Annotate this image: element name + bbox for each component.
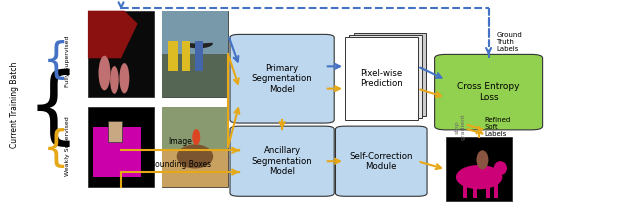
FancyBboxPatch shape	[335, 126, 427, 196]
Bar	[168, 41, 179, 71]
Ellipse shape	[493, 161, 507, 175]
Bar	[182, 41, 189, 71]
Text: Ancillary
Segmentation
Model: Ancillary Segmentation Model	[252, 146, 312, 176]
Bar	[93, 127, 141, 177]
Polygon shape	[88, 11, 138, 58]
Text: Cross Entropy
Loss: Cross Entropy Loss	[458, 82, 520, 102]
Text: {: {	[43, 128, 70, 170]
Ellipse shape	[110, 66, 119, 94]
Bar	[486, 180, 490, 198]
Bar	[195, 41, 203, 71]
FancyBboxPatch shape	[446, 138, 512, 201]
Text: {: {	[43, 40, 70, 82]
Text: Primary
Segmentation
Model: Primary Segmentation Model	[252, 64, 312, 94]
Wedge shape	[184, 43, 213, 48]
Bar	[162, 107, 228, 151]
Text: Image: Image	[168, 137, 192, 146]
FancyBboxPatch shape	[88, 107, 154, 187]
FancyBboxPatch shape	[349, 35, 422, 118]
Text: Refined
Soft
Labels: Refined Soft Labels	[484, 117, 511, 137]
Text: Self-Correction
Module: Self-Correction Module	[349, 152, 413, 171]
Ellipse shape	[192, 129, 200, 145]
FancyBboxPatch shape	[345, 37, 417, 120]
FancyBboxPatch shape	[162, 107, 228, 187]
Bar	[463, 180, 467, 198]
Text: Pixel-wise
Prediction: Pixel-wise Prediction	[360, 69, 403, 88]
Text: stop
gradient: stop gradient	[454, 114, 465, 140]
FancyBboxPatch shape	[354, 33, 426, 116]
Ellipse shape	[120, 63, 129, 93]
Bar	[162, 151, 228, 187]
Ellipse shape	[177, 144, 213, 168]
Text: Current Training Batch: Current Training Batch	[10, 61, 19, 148]
Ellipse shape	[99, 56, 111, 90]
Text: Ground
Truth
Labels: Ground Truth Labels	[496, 32, 522, 52]
FancyBboxPatch shape	[230, 126, 334, 196]
Bar	[162, 54, 228, 97]
Bar	[108, 121, 122, 142]
Ellipse shape	[477, 150, 488, 169]
Text: Fully Supervised: Fully Supervised	[65, 36, 70, 87]
FancyBboxPatch shape	[230, 34, 334, 123]
FancyBboxPatch shape	[162, 11, 228, 97]
FancyBboxPatch shape	[435, 54, 543, 130]
Text: Bounding Boxes: Bounding Boxes	[150, 160, 211, 169]
Text: }: }	[7, 64, 60, 145]
FancyBboxPatch shape	[88, 11, 154, 97]
Bar	[162, 11, 228, 54]
Ellipse shape	[456, 165, 502, 189]
Bar	[493, 180, 499, 198]
Bar	[472, 180, 477, 198]
Text: Weakly Supervised: Weakly Supervised	[65, 116, 70, 176]
